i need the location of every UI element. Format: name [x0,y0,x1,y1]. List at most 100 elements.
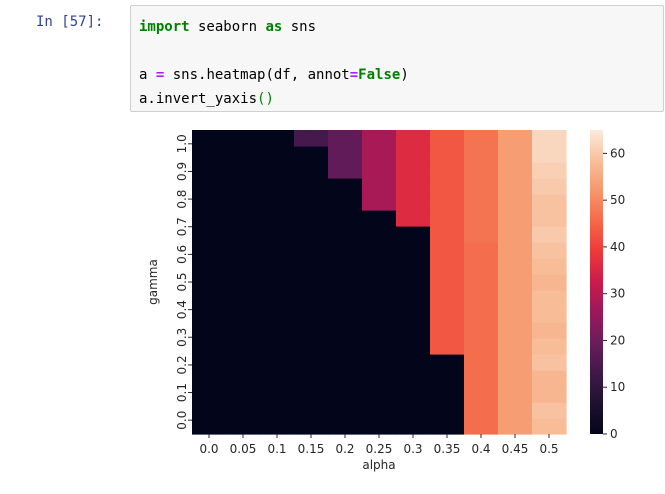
x-tick-label: 0.0 [199,442,218,456]
heatmap-cell [226,210,261,227]
heatmap-cell [226,162,261,179]
heatmap-cell [532,386,567,403]
heatmap-cell [396,242,431,259]
heatmap-cell [464,226,499,243]
heatmap-cell [532,402,567,419]
heatmap-cell [192,162,227,179]
heatmap-cell [192,274,227,291]
heatmap-cell [532,242,567,259]
y-tick-label: 0.7 [175,217,189,236]
heatmap-cell [260,338,295,355]
heatmap-cell [498,354,533,371]
heatmap-cell [362,242,397,259]
heatmap-cell [226,370,261,387]
code-kw-false: False [358,67,401,83]
heatmap-cell [396,178,431,195]
x-tick-label: 0.05 [230,442,257,456]
heatmap-cell [396,418,431,435]
heatmap-cell [430,322,465,339]
heatmap-cell [294,258,329,275]
heatmap-cell [430,130,465,147]
code-kw-import: import [139,19,190,35]
x-tick-label: 0.45 [502,442,529,456]
heatmap-cell [464,178,499,195]
code-kw-as: as [265,19,283,35]
heatmap-cell [294,418,329,435]
heatmap-cell [532,354,567,371]
y-tick-label: 0.4 [175,300,189,319]
heatmap-cell [226,306,261,323]
heatmap-cell [396,162,431,179]
heatmap-cell [328,130,363,147]
heatmap-cell [328,402,363,419]
heatmap-cell [430,258,465,275]
heatmap-cell [498,162,533,179]
heatmap-cell [396,386,431,403]
heatmap-cell [498,322,533,339]
heatmap-cell [464,290,499,307]
heatmap-cell [260,402,295,419]
heatmap-cell [498,306,533,323]
colorbar-tick-label: 30 [610,287,625,301]
heatmap-cell [532,418,567,435]
heatmap-cell [498,258,533,275]
heatmap-cell [498,146,533,163]
heatmap-cell [464,322,499,339]
heatmap-cell [532,338,567,355]
heatmap-cell [498,178,533,195]
heatmap-cell [294,210,329,227]
heatmap-cell [294,242,329,259]
heatmap-cell [498,210,533,227]
input-prompt: In [57]: [36,14,104,30]
heatmap-cell [260,306,295,323]
heatmap-cell [464,210,499,227]
code-text[interactable]: import seaborn as sns a = sns.heatmap(df… [139,15,409,111]
heatmap-cell [362,370,397,387]
heatmap-cell [226,258,261,275]
y-tick-label: 0.3 [175,328,189,347]
heatmap-cell [328,354,363,371]
heatmap-cell [328,226,363,243]
code-paren: () [257,91,274,107]
heatmap-cell [430,354,465,371]
heatmap-cell [192,178,227,195]
heatmap-cell [362,306,397,323]
heatmap-cell [430,370,465,387]
heatmap-cell [260,370,295,387]
colorbar-tick-label: 60 [610,146,625,160]
heatmap-cell [498,370,533,387]
heatmap-cell [498,386,533,403]
heatmap-cell [260,194,295,211]
y-tick-label: 0.9 [175,162,189,181]
heatmap-cell [328,306,363,323]
heatmap-cell [532,258,567,275]
cell-output: 0.0 0.05 0.1 0.15 0.2 0.25 0.3 0.35 0.4 0.45 0.5 0… [0,118,665,494]
heatmap-cell [328,146,363,163]
x-axis-label: alpha [362,458,395,472]
y-tick-label: 0.8 [175,190,189,209]
heatmap-cell [498,194,533,211]
heatmap-cell [294,386,329,403]
heatmap-cell [294,290,329,307]
heatmap-cell [260,130,295,147]
heatmap-cell [328,178,363,195]
colorbar-tick-label: 0 [610,427,618,441]
heatmap-cell [192,194,227,211]
heatmap-cell [226,226,261,243]
heatmap-cell [396,370,431,387]
heatmap-cell [328,274,363,291]
heatmap-cell [430,146,465,163]
heatmap-cell [328,210,363,227]
heatmap-cell [294,194,329,211]
colorbar-tick-label: 40 [610,240,625,254]
heatmap-cell [192,386,227,403]
heatmap-cell [396,338,431,355]
heatmap-cell [430,178,465,195]
code-cell-input[interactable]: import seaborn as sns a = sns.heatmap(df… [130,5,664,112]
heatmap-cell [294,354,329,371]
code-token: sns [282,19,317,35]
x-axis-ticks: 0.0 0.05 0.1 0.15 0.2 0.25 0.3 0.35 0.4 0.45 0.5 [199,434,559,456]
heatmap-cell [362,226,397,243]
heatmap-cell [430,418,465,435]
heatmap-cell [260,290,295,307]
